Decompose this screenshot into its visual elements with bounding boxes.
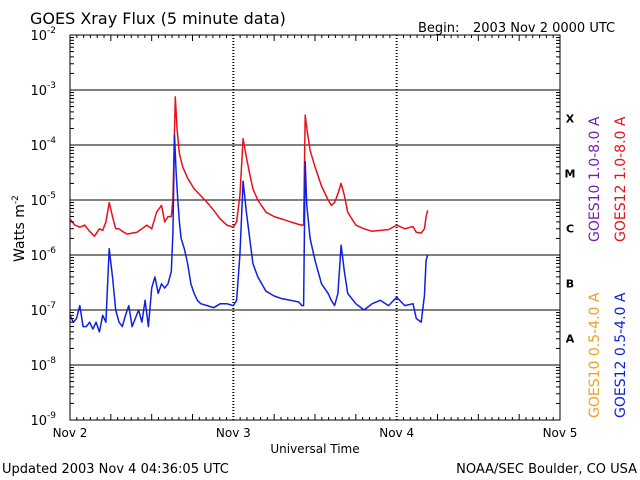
x-tick-label: Nov 5 (543, 426, 578, 440)
y-tick-exponent: -2 (47, 26, 56, 36)
y-axis-label-exponent: -2 (11, 195, 21, 204)
y-tick-base: 10 (30, 84, 47, 99)
flare-class-label: C (566, 223, 574, 236)
y-tick-exponent: -7 (47, 301, 56, 311)
y-tick-base: 10 (30, 359, 47, 374)
legend-goes12-long: GOES12 1.0-8.0 A (613, 116, 629, 242)
y-tick-exponent: -5 (47, 191, 56, 201)
y-tick-exponent: -4 (47, 136, 56, 146)
y-axis-label: Watts m-2 (11, 195, 28, 262)
chart-title: GOES Xray Flux (5 minute data) (30, 9, 286, 28)
y-tick-label: 10-6 (30, 246, 56, 264)
series-layer (69, 96, 429, 333)
x-tick-label: Nov 3 (216, 426, 251, 440)
y-axis-label-text: Watts m (12, 204, 28, 262)
begin-value: 2003 Nov 2 0000 UTC (473, 21, 615, 36)
y-tick-exponent: -9 (47, 411, 56, 421)
y-tick-label: 10-5 (30, 191, 56, 209)
y-tick-label: 10-8 (30, 356, 56, 374)
plot-frame (69, 34, 561, 421)
y-tick-base: 10 (30, 304, 47, 319)
y-tick-label: 10-9 (30, 411, 56, 429)
flare-class-label: B (566, 278, 574, 291)
begin-label: Begin: (418, 21, 459, 36)
credit-text: NOAA/SEC Boulder, CO USA (456, 462, 637, 477)
y-tick-base: 10 (30, 194, 47, 209)
flare-class-layer: X M C B A (565, 113, 576, 346)
flare-class-label: M (565, 168, 576, 181)
series-line-goes12-1-0-8-0-a (69, 96, 429, 237)
x-tick-label: Nov 2 (53, 426, 88, 440)
y-tick-exponent: -6 (47, 246, 56, 256)
legend-goes10-short: GOES10 0.5-4.0 A (587, 292, 603, 418)
x-tick-label: Nov 4 (379, 426, 414, 440)
y-tick-label: 10-2 (30, 26, 56, 44)
y-tick-base: 10 (30, 414, 47, 429)
y-tick-exponent: -3 (47, 81, 56, 91)
x-axis-label: Universal Time (270, 442, 359, 456)
y-tick-base: 10 (30, 139, 47, 154)
y-tick-exponent: -8 (47, 356, 56, 366)
series-line-goes12-0-5-4-0-a (69, 134, 429, 333)
updated-timestamp: Updated 2003 Nov 4 04:36:05 UTC (2, 462, 229, 477)
y-tick-label: 10-3 (30, 81, 56, 99)
y-tick-label: 10-4 (30, 136, 56, 154)
y-tick-base: 10 (30, 249, 47, 264)
y-tick-base: 10 (30, 29, 47, 44)
flare-class-label: X (566, 113, 575, 126)
legend-goes12-short: GOES12 0.5-4.0 A (613, 292, 629, 418)
legend-goes10-long: GOES10 1.0-8.0 A (587, 116, 603, 242)
y-tick-label: 10-7 (30, 301, 56, 319)
flare-class-label: A (566, 333, 575, 346)
